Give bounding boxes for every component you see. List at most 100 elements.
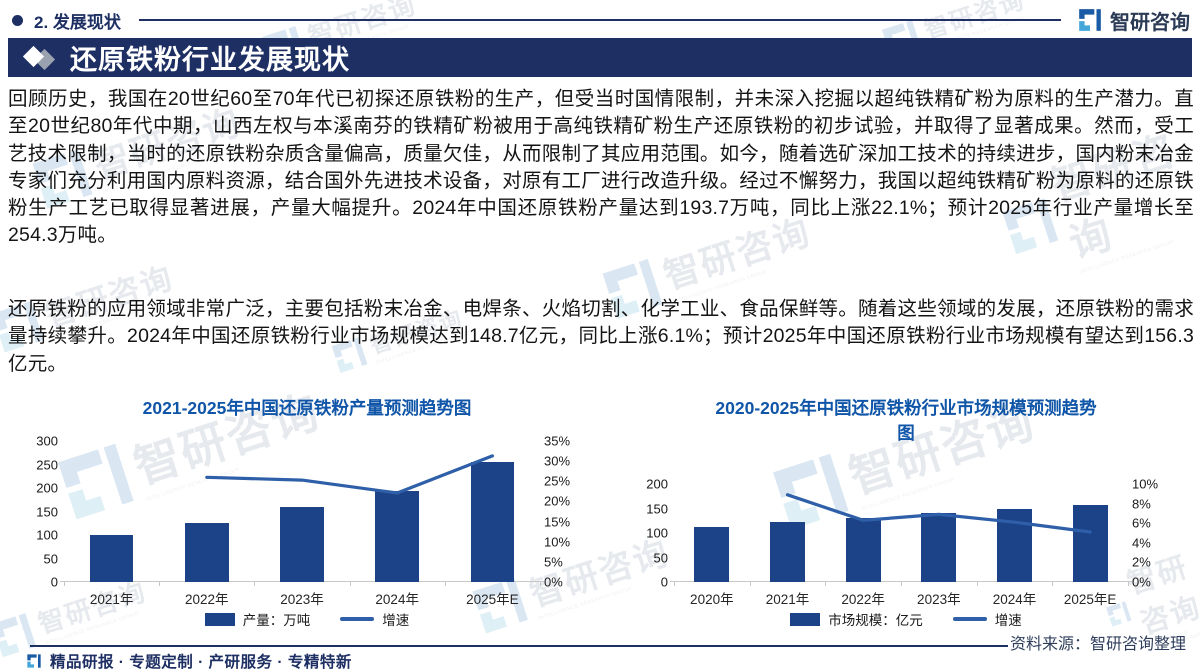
bar-legend-swatch-icon — [204, 612, 235, 626]
bar — [1072, 505, 1108, 582]
y-axis-tick-label: 250 — [36, 457, 58, 472]
page-header: 2. 发展现状 智研咨询 — [12, 6, 1190, 34]
x-axis-label: 2023年 — [917, 592, 961, 607]
y2-axis-tick-label: 30% — [544, 453, 571, 469]
growth-line — [785, 493, 1092, 534]
footer-logo-icon — [26, 653, 42, 669]
brand-logo: 智研咨询 — [1077, 6, 1190, 35]
market-size-trend-chart: 2020-2025年中国还原铁粉行业市场规模预测趋势图 0 50 100 150 200… — [630, 390, 1182, 630]
y2-axis-tick-label: 0% — [1132, 574, 1151, 590]
y2-axis-tick-label: 6% — [1132, 515, 1151, 531]
x-axis-tick — [674, 582, 675, 586]
line-legend-label: 增速 — [382, 613, 410, 628]
page-title: 还原铁粉行业发展现状 — [70, 45, 350, 75]
y2-axis-tick-label: 8% — [1132, 496, 1151, 512]
x-axis-tick — [540, 582, 541, 586]
x-axis-label: 2020年 — [690, 592, 734, 607]
y2-axis-tick-label: 15% — [544, 514, 571, 530]
x-axis-tick — [901, 582, 902, 586]
x-axis-labels: 2021年 2022年 2023年 2024年 2025年E — [64, 582, 540, 607]
paragraph-market: 还原铁粉的应用领域非常广泛，主要包括粉末冶金、电焊条、火焰切割、化学工业、食品保… — [8, 298, 1194, 375]
section-label: 2. 发展现状 — [34, 12, 121, 32]
x-axis-label: 2023年 — [280, 592, 324, 607]
y-axis-tick-label: 150 — [646, 501, 668, 516]
bar — [375, 490, 420, 582]
production-trend-chart: 2021-2025年中国还原铁粉产量预测趋势图 0 50 100 150 200 250 3… — [20, 390, 594, 630]
x-axis-labels: 2020年 2021年 2022年 2023年 2024年 2025年E — [674, 582, 1128, 607]
x-axis-label: 2021年 — [89, 592, 134, 607]
y2-axis-tick-label: 5% — [544, 554, 563, 570]
x-axis-label: 2021年 — [765, 592, 810, 607]
y2-axis-tick-label: 35% — [544, 433, 571, 449]
line-legend-swatch-icon — [952, 617, 987, 621]
paragraph-history: 回顾历史，我国在20世纪60至70年代已初探还原铁粉的生产，但受当时国情限制，并… — [8, 88, 1194, 247]
bar — [845, 517, 881, 582]
y2-axis-tick-label: 10% — [544, 534, 571, 550]
bar — [921, 513, 957, 582]
x-axis-tick — [349, 582, 351, 586]
footer-tagline: 精品研报 · 专题定制 · 产研服务 · 专精特新 — [50, 654, 352, 671]
bar — [89, 535, 134, 582]
line-legend-swatch-icon — [340, 617, 375, 621]
y2-axis-tick-label: 10% — [1132, 476, 1159, 492]
diamond-icon — [22, 45, 58, 71]
y-axis-tick-label: 150 — [36, 504, 58, 519]
bar — [184, 523, 229, 582]
x-axis-tick — [976, 582, 978, 586]
chart-legend: 市场规模：亿元 增速 — [630, 608, 1182, 630]
x-axis-tick — [159, 582, 161, 586]
y2-axis-tick-label: 4% — [1132, 535, 1151, 551]
x-axis-tick — [64, 582, 65, 586]
y-axis-tick-label: 200 — [646, 476, 668, 492]
y2-axis-tick-label: 25% — [544, 473, 571, 489]
x-axis-tick — [825, 582, 827, 586]
charts-row: 2021-2025年中国还原铁粉产量预测趋势图 0 50 100 150 200 250 3… — [20, 390, 1182, 630]
x-axis-label: 2022年 — [841, 592, 885, 607]
chart-title: 2020-2025年中国还原铁粉行业市场规模预测趋势图 — [715, 398, 1097, 443]
x-axis-label: 2024年 — [992, 592, 1037, 607]
x-axis-label: 2022年 — [185, 592, 229, 607]
y-axis-tick-label: 200 — [36, 480, 58, 496]
growth-line — [205, 454, 494, 495]
x-axis-label: 2025年E — [1063, 592, 1117, 607]
header-divider — [138, 19, 1061, 21]
line-legend-label: 增速 — [994, 613, 1022, 628]
x-axis-tick — [1052, 582, 1054, 586]
plot-area: 0 50 100 150 200 250 300 0% 5% 10% 15% 20% 25% 30% 35% — [36, 435, 570, 589]
bar — [280, 507, 324, 582]
x-axis-tick — [749, 582, 751, 586]
x-axis-tick — [444, 582, 446, 586]
x-axis-label: 2025年E — [466, 592, 519, 607]
x-axis-line — [670, 581, 1132, 582]
title-banner: 还原铁粉行业发展现状 — [8, 38, 1192, 77]
brand-name: 智研咨询 — [1110, 11, 1190, 34]
bar-legend-label: 市场规模：亿元 — [828, 613, 923, 628]
y-axis-tick-label: 0 — [660, 574, 668, 590]
section-bullet-icon — [12, 14, 23, 26]
brand-logo-icon — [1077, 7, 1103, 33]
bar — [770, 521, 805, 582]
footer: 精品研报 · 专题定制 · 产研服务 · 专精特新 — [26, 650, 352, 672]
bar-legend-swatch-icon — [790, 612, 821, 626]
y2-axis-tick-label: 20% — [544, 493, 571, 509]
x-axis-tick — [1128, 582, 1129, 586]
y2-axis-tick-label: 2% — [1132, 554, 1151, 570]
y-axis-tick-label: 100 — [646, 525, 668, 541]
source-note: 资料来源：智研咨询整理 — [1009, 636, 1186, 653]
footer-divider — [30, 645, 1008, 647]
y-axis-tick-label: 100 — [36, 527, 58, 543]
y-axis-tick-label: 0 — [50, 574, 58, 590]
chart-title: 2021-2025年中国还原铁粉产量预测趋势图 — [142, 398, 472, 418]
bar — [694, 526, 730, 582]
bar — [470, 462, 515, 582]
y-axis-tick-label: 50 — [653, 550, 668, 565]
plot-area: 0 50 100 150 200 0% 2% 4% 6% 8% 10% — [646, 478, 1158, 589]
y-axis-tick-label: 300 — [36, 433, 58, 449]
chart-legend: 产量：万吨 增速 — [20, 608, 594, 630]
x-axis-label: 2024年 — [375, 592, 419, 607]
x-axis-tick — [254, 582, 256, 586]
y2-axis-tick-label: 0% — [544, 574, 563, 590]
y-axis-tick-label: 50 — [43, 551, 58, 566]
bar-legend-label: 产量：万吨 — [242, 613, 311, 628]
